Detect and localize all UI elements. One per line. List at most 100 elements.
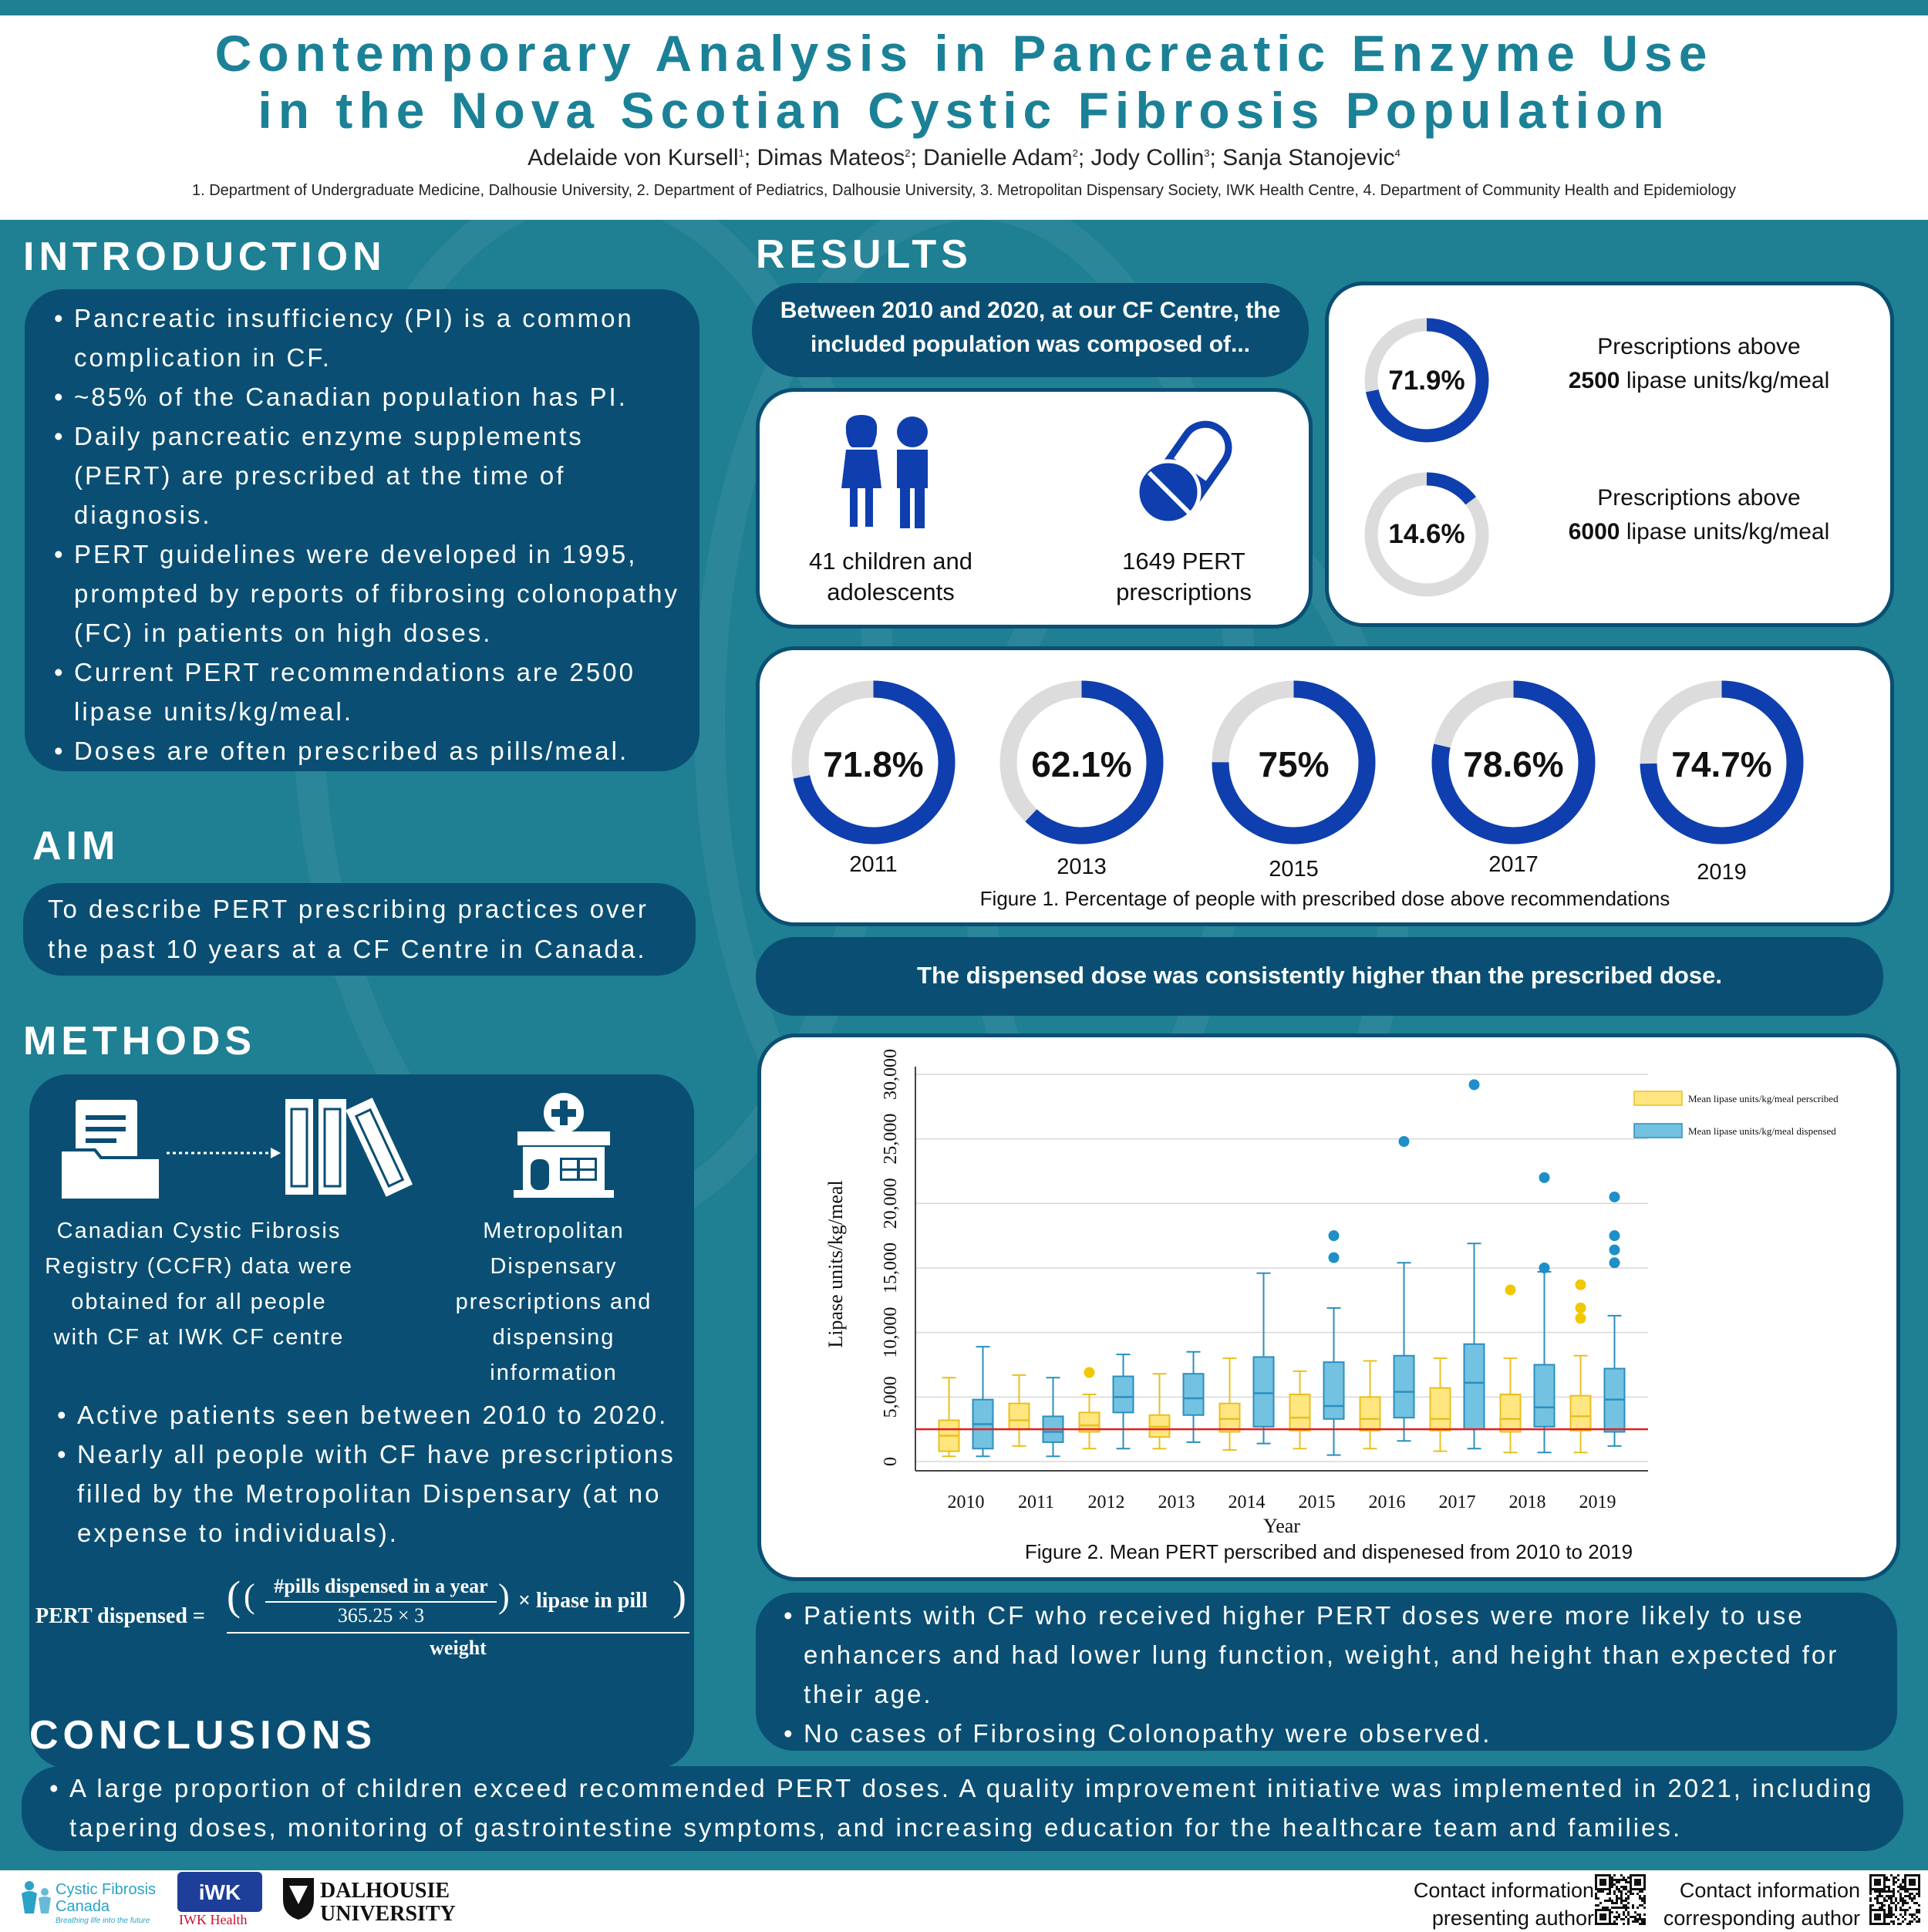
figure1-year-label: 2015 [1269,857,1319,882]
formula-paren: ( [227,1573,241,1619]
box [1429,1387,1451,1431]
box [1393,1354,1415,1419]
figure1-box: 71.8% 2011 62.1% 2013 75% 2015 78.6% 2017 74.7% 2… [756,646,1894,926]
legend-label: Mean lipase units/kg/meal perscribed [1688,1093,1839,1104]
figure1-ring-2011 [791,680,956,845]
conclusions-box: A large proportion of children exceed re… [22,1766,1903,1851]
introduction-bullet: Current PERT recommendations are 2500 li… [48,652,688,731]
top-bar [0,0,1928,15]
y-tick-label: 15,000 [881,1242,901,1293]
document-folder-icon [59,1100,162,1202]
figure1-ring-arc [791,680,956,845]
figure2-boxplot: 0 5,000 10,000 15,000 20,000 25,000 30,000 Lipa… [824,1049,1839,1537]
box [1218,1402,1241,1433]
figure1-ring-arc [1640,680,1804,845]
title-line-2: in the Nova Scotian Cystic Fibrosis Popu… [258,82,1670,139]
figure1-ring-2019 [1640,680,1804,845]
outlier-point [1084,1367,1095,1378]
figure1-year-label: 2017 [1488,852,1539,877]
x-tick-label: 2014 [1229,1492,1266,1512]
results-findings-box: Patients with CF who received higher PER… [756,1593,1897,1753]
author: Sanja Stanojevic [1222,145,1395,170]
dispensed-banner-text: The dispensed dose was consistently high… [917,962,1722,989]
dalhousie-logo-text: DALHOUSIE UNIVERSITY [320,1879,456,1926]
arrow-icon [167,1148,281,1158]
formula-fraction: ( ( #pills dispensed in a year 365.25 × … [227,1572,689,1661]
box [1323,1361,1345,1420]
box [1112,1375,1134,1414]
outlier-point [1609,1230,1620,1242]
children-count-label: 41 children and adolescents [809,548,972,605]
box [1008,1402,1030,1431]
formula-paren: ) [498,1577,510,1615]
population-box: 41 children and adolescents 1649 PERT pr… [756,388,1313,629]
stat-2500-value: 71.9% [1388,366,1465,396]
legend-label: Mean lipase units/kg/meal dispensed [1688,1125,1836,1137]
dispensary-source-label: Metropolitan Dispensary prescriptions an… [455,1219,652,1385]
figure1-ring-arc [1431,680,1596,845]
qr-code-icon[interactable] [1869,1874,1920,1925]
poster-title: Contemporary Analysis in Pancreatic Enzy… [0,25,1928,139]
contact-corresponding-author: Contact information corresponding author [1663,1879,1860,1930]
stat-6000-label: Prescriptions above 6000 lipase units/kg… [1568,485,1830,545]
methods-list: Active patients seen between 2010 to 202… [51,1395,691,1553]
outlier-point [1575,1279,1586,1290]
footer: Cystic Fibrosis Canada Breathing life in… [0,1870,1928,1930]
author: Dimas Mateos [757,145,905,170]
title-line-1: Contemporary Analysis in Pancreatic Enzy… [214,25,1714,82]
outlier-point [1468,1079,1480,1091]
figure1-value: 74.7% [1671,744,1772,784]
contact-presenting-author: Contact information presenting author [1413,1879,1594,1930]
figure1-ring-2015 [1212,680,1376,845]
introduction-bullet: Doses are often prescribed as pills/meal… [48,731,688,770]
figure1-value: 71.8% [823,744,924,784]
x-tick-label: 2017 [1439,1492,1476,1512]
cf-canada-logo-text: Cystic Fibrosis Canada [56,1881,157,1915]
introduction-bullet: PERT guidelines were developed in 1995, … [48,534,688,652]
outlier-point [1609,1191,1620,1202]
methods-title: METHODS [23,1019,256,1064]
outlier-point [1328,1252,1340,1263]
y-tick-label: 25,000 [881,1114,901,1165]
ring-2500-arc [1364,318,1489,443]
prescriptions-count-label: 1649 PERT prescriptions [1116,548,1252,605]
ring-6000-arc [1364,472,1489,597]
results-intro-banner: Between 2010 and 2020, at our CF Centre,… [752,283,1309,377]
cf-canada-tagline: Breathing life into the future [56,1917,150,1925]
introduction-bullet: Daily pancreatic enzyme supplements (PER… [48,416,688,534]
outlier-point [1575,1302,1586,1313]
box [1533,1364,1556,1428]
introduction-box: Pancreatic insufficiency (PI) is a commo… [25,289,699,771]
outlier-point [1575,1313,1586,1324]
figure1-year-label: 2011 [849,852,898,877]
box [1182,1373,1205,1416]
x-tick-label: 2013 [1158,1492,1195,1512]
poster-body: INTRODUCTION Pancreatic insufficiency (P… [0,220,1928,1870]
aim-box: To describe PERT prescribing practices o… [23,883,696,976]
formula-lhs: PERT dispensed = [35,1604,205,1628]
stat-2500-label: Prescriptions above 2500 lipase units/kg… [1568,334,1830,393]
author-list: Adelaide von Kursell1; Dimas Mateos2; Da… [528,145,1400,170]
qr-code-icon[interactable] [1595,1874,1646,1925]
aim-title: AIM [32,824,120,868]
figure2-box: 0 5,000 10,000 15,000 20,000 25,000 30,000 Lipa… [757,1033,1900,1581]
results-findings-list: Patients with CF who received higher PER… [777,1596,1872,1753]
x-tick-label: 2010 [948,1492,985,1512]
ccfr-source-label: Canadian Cystic Fibrosis Registry (CCFR)… [45,1219,353,1350]
cf-canada-logo-icon [22,1881,51,1913]
figure1-caption: Figure 1. Percentage of people with pres… [979,887,1670,910]
outlier-point [1539,1172,1550,1183]
affiliations: 1. Department of Undergraduate Medicine,… [191,182,1737,199]
formula-times: × lipase in pill [518,1589,648,1613]
box [1569,1394,1592,1431]
y-axis-label: Lipase units/kg/meal [824,1180,847,1347]
results-bullet: Patients with CF who received higher PER… [777,1596,1872,1714]
pert-formula: PERT dispensed = ( ( #pills dispensed in… [35,1572,691,1664]
formula-paren: ) [672,1573,686,1619]
author: Jody Collin [1090,145,1205,170]
introduction-list: Pancreatic insufficiency (PI) is a commo… [48,298,688,770]
introduction-bullet: Pancreatic insufficiency (PI) is a commo… [48,298,688,377]
box [1252,1356,1275,1428]
conclusions-bullet: A large proportion of children exceed re… [43,1768,1894,1847]
x-tick-label: 2018 [1509,1492,1546,1512]
